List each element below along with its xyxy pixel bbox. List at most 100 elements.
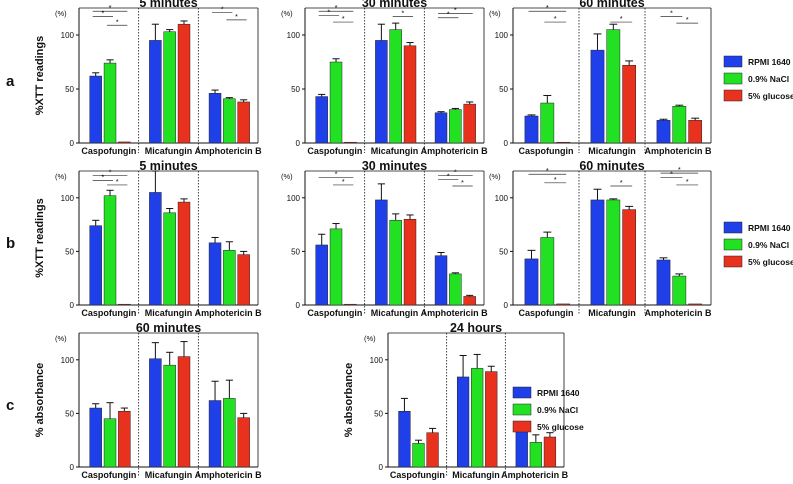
y-tick-label: 50 [65,247,74,256]
legend-label: RPMI 1640 [748,57,791,67]
unit-label: (%) [281,9,293,18]
legend-swatch [723,221,743,234]
bar [672,106,687,144]
significance-marker: * [670,169,673,178]
bar [208,242,222,306]
chart-b3: 60 minutes 0 50 100 (%) Caspofungin Micafungin… [489,159,712,318]
y-axis-title: % absorbance [343,363,355,438]
bar [118,141,131,144]
significance-marker: * [221,4,224,13]
bar [426,432,439,468]
charts-group: 5 minutes 0 50 100 (%) %XTT readings Caspofung… [34,0,712,480]
y-tick-label: 100 [287,194,301,203]
bar [398,411,411,468]
x-category-label: Amphotericin B [421,308,489,318]
bar [329,228,343,306]
bar [590,199,605,306]
x-category-label: Caspofungin [519,308,574,318]
unit-label: (%) [489,172,501,181]
significance-marker: * [342,14,345,23]
significance-marker: * [335,3,338,12]
legend-swatch [723,55,743,68]
x-category-label: Amphotericin B [195,308,263,318]
significance-marker: * [686,15,689,24]
bar [375,40,388,144]
bar [403,218,417,306]
bar [237,254,250,306]
bar [89,225,102,306]
bar [656,259,671,306]
legend-label: RPMI 1640 [748,223,791,233]
chart-title: 24 hours [450,321,502,335]
unit-label: (%) [364,334,376,343]
bar [606,29,621,144]
bar [540,102,555,144]
y-tick-label: 50 [291,247,300,256]
unit-label: (%) [55,334,67,343]
significance-marker: * [686,177,689,186]
unit-label: (%) [55,172,67,181]
bar [315,96,328,144]
chart-title: 30 minutes [362,0,427,10]
legend-label: RPMI 1640 [537,388,580,398]
bar [672,275,687,306]
bar [103,62,117,144]
bar [208,93,222,144]
significance-marker: * [461,178,464,187]
bar [434,112,448,144]
significance-marker: * [447,172,450,181]
significance-marker: * [101,9,104,18]
x-category-label: Amphotericin B [644,146,712,156]
y-tick-label: 100 [287,31,301,40]
bar [177,356,191,468]
bar [149,192,162,306]
legend-label: 0.9% NaCl [748,240,789,250]
chart-c2: 24 hours 0 50 100 (%) % absorbance Caspofungin… [343,321,569,480]
bar [471,368,484,468]
significance-marker: * [109,167,112,176]
x-category-label: Caspofungin [81,146,136,156]
bar [375,199,388,306]
significance-marker: * [620,178,623,187]
y-tick-label: 50 [65,85,74,94]
significance-marker: * [447,10,450,19]
chart-title: 5 minutes [139,0,197,10]
legend-b: RPMI 1640 0.9% NaCl 5% glucose [723,221,793,268]
bar [149,358,162,468]
bar [163,364,176,468]
chart-a3: 60 minutes 0 50 100 (%) Caspofungin Micafungin… [489,0,712,156]
significance-marker: * [342,177,345,186]
row-label-b: b [6,235,15,252]
row-label-a: a [6,73,15,90]
significance-marker: * [554,175,557,184]
x-category-label: Caspofungin [307,146,362,156]
x-category-label: Caspofungin [307,308,362,318]
chart-c1: 60 minutes 0 50 100 (%) % absorbance Caspofung… [34,321,262,480]
x-category-label: Micafungin [371,308,419,318]
chart-b2: 30 minutes 0 50 100 (%) Caspofungin Micafungin… [281,159,488,318]
bar [524,258,539,306]
x-category-label: Micafungin [145,146,193,156]
chart-title: 60 minutes [136,321,201,335]
y-tick-label: 100 [495,194,509,203]
chart-a2: 30 minutes 0 50 100 (%) Caspofungin Micafungin… [281,0,488,156]
bar [223,250,236,306]
bar [485,371,498,468]
significance-marker: * [454,167,457,176]
bar [412,443,425,468]
row-label-c: c [6,397,14,414]
chart-title: 5 minutes [139,159,197,173]
significance-marker: * [116,17,119,26]
bar [237,417,250,468]
x-category-label: Amphotericin B [195,470,263,480]
legend-swatch [512,386,532,399]
bar [622,64,637,144]
bar [556,141,571,144]
significance-marker: * [670,9,673,18]
bar [177,201,191,306]
x-category-label: Caspofungin [81,470,136,480]
bar [463,103,476,144]
legend-swatch [723,238,743,251]
legend-a: RPMI 1640 0.9% NaCl 5% glucose [723,55,793,102]
